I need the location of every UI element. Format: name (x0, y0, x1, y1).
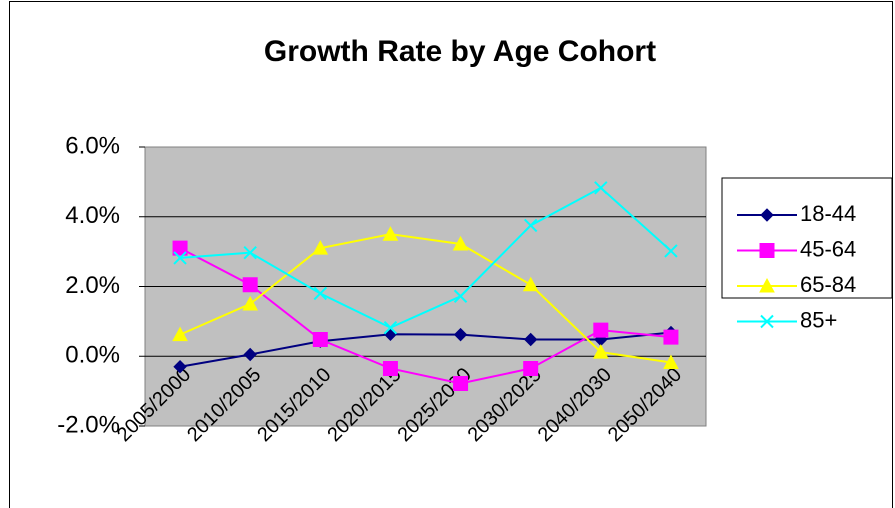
marker (173, 360, 187, 374)
marker (760, 208, 774, 222)
marker (453, 327, 468, 342)
marker (522, 276, 539, 292)
marker (759, 277, 775, 293)
marker (760, 314, 774, 329)
chart-title: Growth Rate by Age Cohort (264, 35, 656, 68)
marker (759, 243, 775, 258)
marker (523, 218, 538, 233)
marker (313, 286, 328, 301)
marker (664, 244, 678, 258)
y-tick-label: 6.0% (65, 132, 120, 159)
marker (592, 344, 609, 359)
marker (523, 360, 539, 376)
marker (172, 240, 188, 256)
y-tick-label: 4.0% (65, 202, 120, 229)
series-line (179, 186, 672, 329)
marker (243, 245, 257, 260)
marker (242, 295, 259, 311)
marker (663, 354, 679, 370)
legend-label: 45-64 (800, 236, 856, 261)
marker (453, 375, 469, 391)
marker (593, 322, 609, 338)
legend-label: 65-84 (800, 272, 856, 297)
marker (243, 347, 257, 362)
marker (452, 235, 469, 251)
marker (312, 332, 328, 348)
marker (453, 289, 468, 303)
marker (242, 277, 258, 293)
y-tick-label: -2.0% (57, 411, 120, 438)
legend-label: 18-44 (800, 201, 856, 226)
marker (382, 360, 398, 376)
series-line (179, 233, 672, 364)
legend-label: 85+ (800, 307, 837, 332)
marker (663, 329, 679, 345)
marker (594, 181, 608, 195)
marker (382, 226, 399, 241)
marker (523, 332, 538, 347)
marker (173, 251, 187, 265)
legend (721, 177, 893, 299)
y-tick-label: 0.0% (65, 342, 120, 369)
marker (312, 240, 329, 255)
y-tick-label: 2.0% (65, 272, 120, 299)
marker (172, 326, 188, 342)
marker (383, 320, 398, 335)
